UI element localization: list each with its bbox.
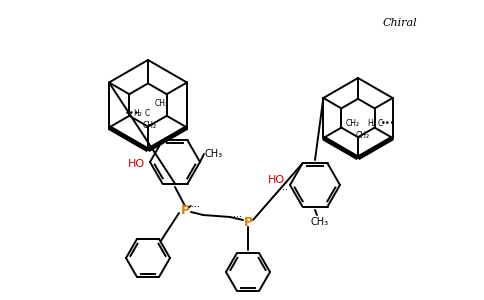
- Text: CH₂: CH₂: [155, 98, 169, 107]
- Text: C: C: [145, 109, 150, 118]
- Text: P: P: [181, 203, 190, 217]
- Text: H₂: H₂: [367, 118, 377, 127]
- Text: H₂: H₂: [134, 109, 142, 118]
- Text: •••: •••: [381, 118, 395, 127]
- Text: ···: ···: [191, 202, 199, 212]
- Text: HO: HO: [268, 175, 285, 185]
- Text: P: P: [243, 215, 253, 229]
- Text: ···: ···: [279, 185, 288, 195]
- Text: Chiral: Chiral: [383, 18, 417, 28]
- Text: CH₂: CH₂: [356, 131, 370, 140]
- Text: •••: •••: [125, 109, 139, 118]
- Text: CH₃: CH₃: [205, 149, 223, 159]
- Text: ···: ···: [233, 212, 242, 222]
- Text: CH₃: CH₃: [311, 217, 329, 227]
- Text: HO: HO: [128, 159, 145, 169]
- Text: CH₂: CH₂: [143, 121, 157, 130]
- Text: CH₂: CH₂: [346, 118, 360, 127]
- Text: C: C: [378, 118, 383, 127]
